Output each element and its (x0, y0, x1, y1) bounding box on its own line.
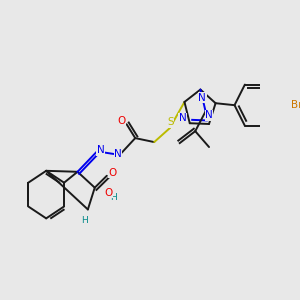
Text: N: N (198, 92, 206, 103)
Text: N: N (97, 145, 105, 155)
Text: H: H (110, 193, 117, 202)
Text: O: O (117, 116, 126, 126)
Text: N: N (205, 110, 213, 120)
Text: Br: Br (291, 100, 300, 110)
Text: O: O (109, 168, 117, 178)
Text: S: S (167, 117, 174, 127)
Text: H: H (81, 216, 88, 225)
Text: N: N (179, 113, 187, 123)
Text: O: O (104, 188, 113, 198)
Text: N: N (114, 149, 122, 159)
